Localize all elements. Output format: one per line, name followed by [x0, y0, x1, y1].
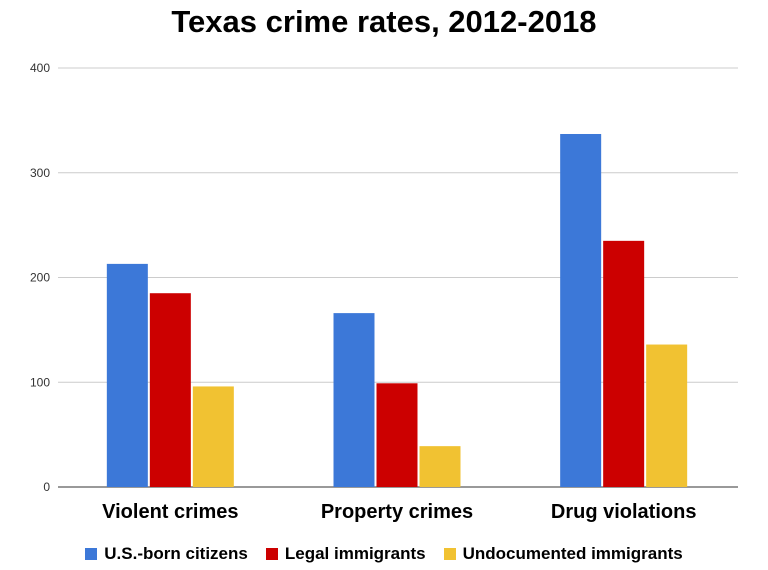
chart-title: Texas crime rates, 2012-2018 — [171, 4, 597, 39]
legend-swatch-undocumented — [443, 548, 456, 560]
bar — [106, 263, 148, 487]
legend: U.S.-born citizens Legal immigrants Undo… — [0, 544, 768, 564]
bar — [646, 344, 688, 487]
bar — [560, 133, 602, 487]
bar — [149, 293, 191, 487]
legend-item-undocumented: Undocumented immigrants — [443, 544, 683, 564]
bars — [106, 133, 688, 487]
legend-swatch-us-born — [85, 548, 98, 560]
bar — [376, 383, 418, 487]
legend-item-legal: Legal immigrants — [265, 544, 426, 564]
x-tick-label: Property crimes — [321, 501, 473, 523]
y-tick-label: 300 — [30, 166, 50, 180]
bar — [603, 240, 645, 487]
x-tick-label: Drug violations — [551, 501, 697, 523]
y-tick-label: 100 — [30, 375, 50, 389]
bar — [419, 446, 461, 487]
legend-swatch-legal — [265, 548, 278, 560]
y-tick-label: 0 — [43, 480, 50, 494]
legend-label-legal: Legal immigrants — [284, 544, 426, 563]
bar — [333, 313, 375, 487]
x-tick-label: Violent crimes — [102, 501, 238, 523]
bar — [192, 386, 234, 487]
y-tick-label: 400 — [30, 61, 50, 75]
x-axis-ticks: Violent crimes Property crimes Drug violat… — [102, 501, 696, 523]
bar-chart: 0 100 200 300 400 Violent crimes Property cri… — [30, 61, 738, 523]
legend-label-us-born: U.S.-born citizens — [104, 544, 248, 563]
y-tick-label: 200 — [30, 271, 50, 285]
legend-label-undocumented: Undocumented immigrants — [462, 544, 683, 563]
legend-item-us-born: U.S.-born citizens — [85, 544, 248, 564]
y-axis-ticks: 0 100 200 300 400 — [30, 61, 50, 494]
